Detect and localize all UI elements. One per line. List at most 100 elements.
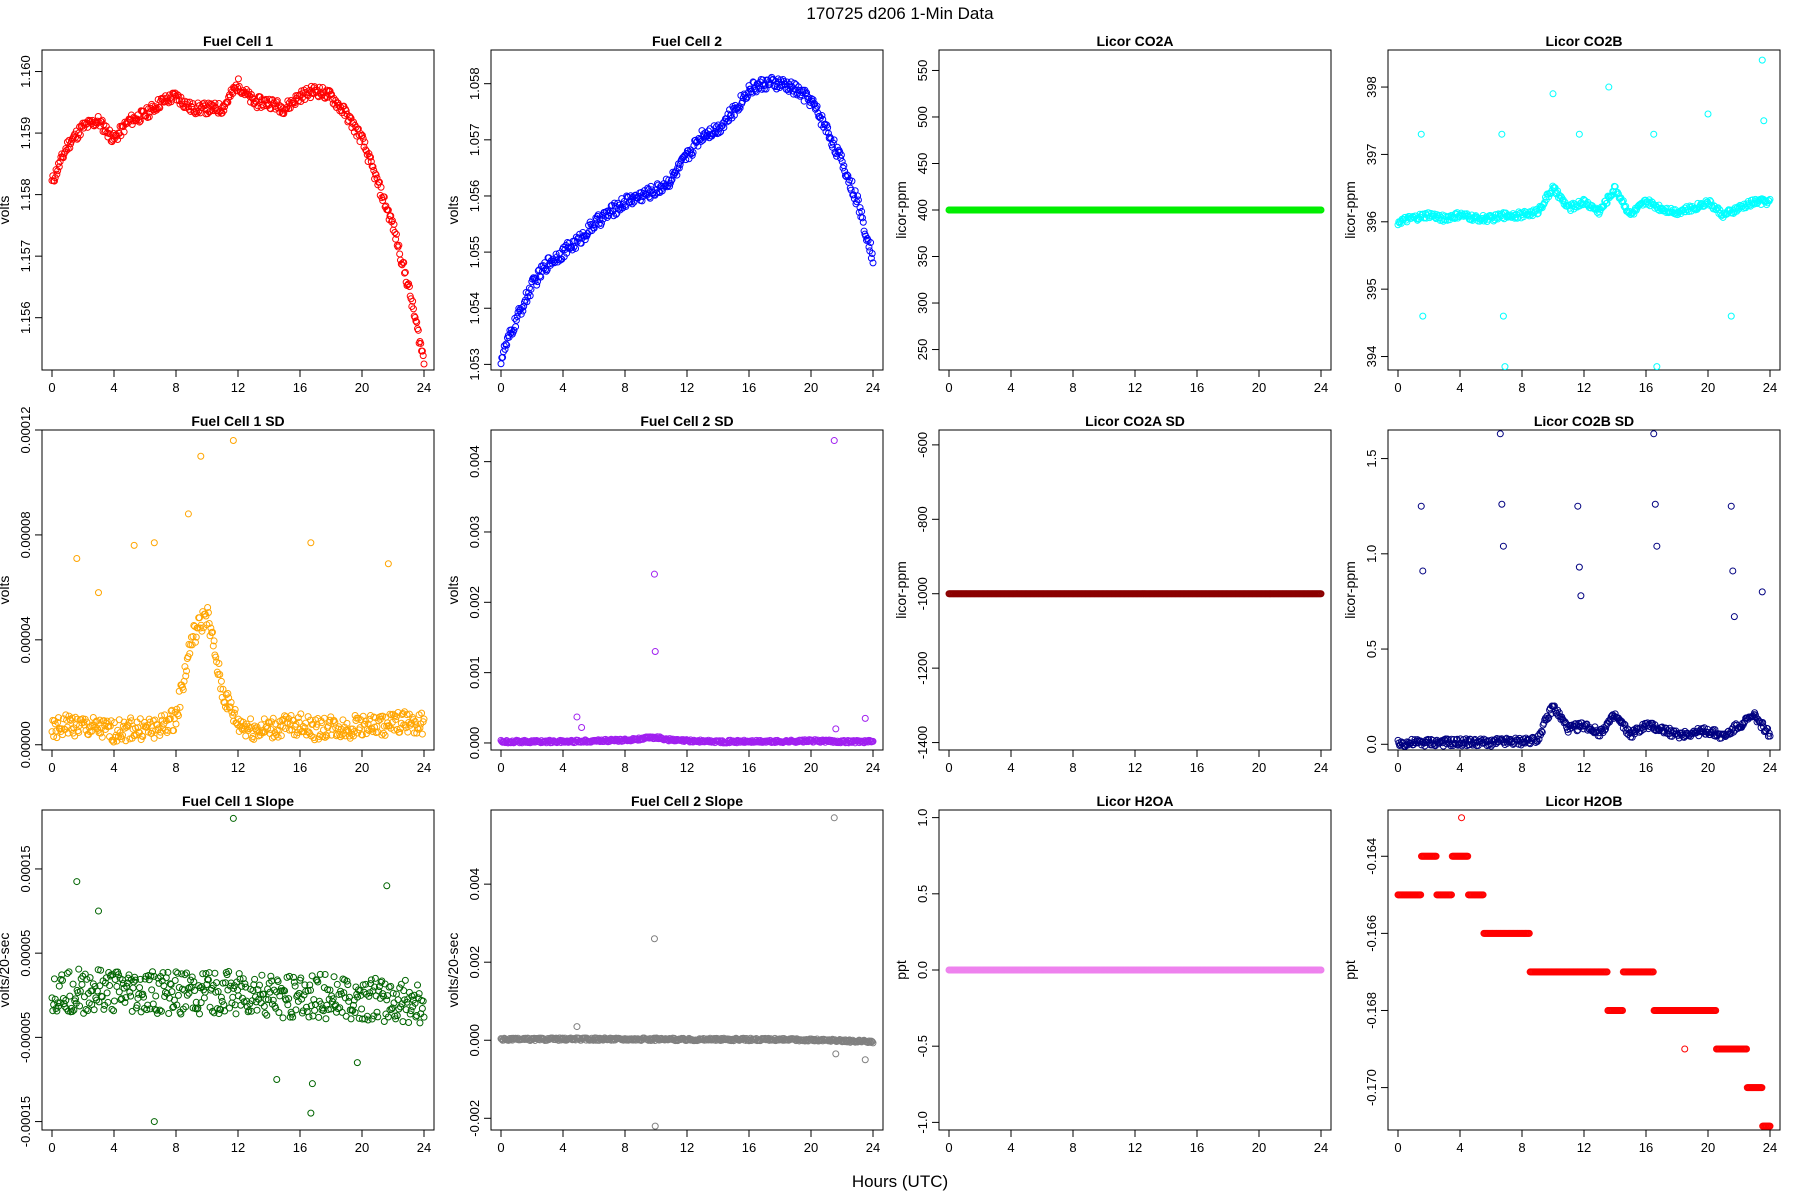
data-point: [667, 177, 675, 185]
y-tick-label: 300: [915, 292, 930, 314]
data-point: [140, 993, 148, 1001]
data-point: [542, 267, 550, 275]
data-point: [124, 722, 132, 730]
data-point: [858, 207, 866, 215]
data-point: [525, 284, 533, 292]
data-point: [418, 1005, 426, 1013]
data-point: [358, 131, 366, 139]
y-axis-label: volts: [0, 576, 12, 605]
data-point: [1765, 729, 1773, 737]
panel-licor-co2b-sd: Licor CO2B SD0 4 8 12 16 20 240.00.51.01.5lico…: [1342, 413, 1781, 775]
data-points: [1394, 56, 1774, 370]
data-point: [636, 736, 644, 744]
data-point: [199, 970, 207, 978]
data-point: [379, 196, 387, 204]
data-point: [420, 715, 428, 723]
x-tick-label: 20: [804, 380, 818, 395]
data-point: [323, 732, 331, 740]
data-point: [393, 1012, 401, 1020]
x-tick-label: 16: [293, 760, 307, 775]
x-tick-label: 20: [804, 760, 818, 775]
data-point: [342, 107, 350, 115]
data-point: [329, 995, 337, 1003]
data-point: [230, 982, 238, 990]
data-point: [413, 1012, 421, 1020]
x-tick-label: 4: [110, 760, 117, 775]
plot-frame: [490, 49, 884, 371]
data-point: [715, 129, 723, 137]
data-point: [156, 104, 164, 112]
x-tick-label: 0: [48, 1140, 55, 1155]
data-points: [497, 73, 877, 368]
y-tick-label: 398: [1364, 76, 1379, 98]
data-point: [410, 312, 418, 320]
data-point: [379, 729, 387, 737]
data-point: [87, 722, 95, 730]
data-point: [419, 997, 427, 1005]
y-tick-label: 0.000: [467, 727, 482, 760]
data-point: [153, 1006, 161, 1014]
data-point: [224, 98, 232, 106]
data-point: [412, 317, 420, 325]
x-tick-label: 12: [1128, 380, 1142, 395]
data-point: [66, 144, 74, 152]
data-point: [247, 91, 255, 99]
panel-title: Fuel Cell 1 Slope: [182, 793, 294, 809]
data-point: [274, 977, 282, 985]
data-point: [159, 969, 167, 977]
data-point: [97, 966, 105, 974]
outlier-point: [307, 539, 315, 547]
data-point: [409, 305, 417, 313]
data-point: [119, 731, 127, 739]
outlier-point: [1496, 430, 1504, 438]
x-tick-label: 16: [742, 1140, 756, 1155]
x-tick-label: 16: [1639, 760, 1653, 775]
data-point: [244, 1008, 252, 1016]
data-point: [121, 998, 129, 1006]
data-point: [155, 724, 163, 732]
data-point: [258, 971, 266, 979]
data-point: [170, 727, 178, 735]
data-point: [829, 139, 837, 147]
data-point: [308, 972, 316, 980]
data-point: [1622, 202, 1630, 210]
data-points: [48, 814, 428, 1126]
y-tick-label: 0.003: [467, 516, 482, 549]
data-point: [189, 100, 197, 108]
y-tick-label: 0.001: [467, 656, 482, 689]
data-point: [167, 981, 175, 989]
x-tick-label: 12: [231, 380, 245, 395]
panel-fuel-cell-2: Fuel Cell 20 4 8 12 16 20 241.0531.0541.0551.0…: [445, 33, 884, 395]
outlier-point: [830, 437, 838, 445]
data-point: [306, 981, 314, 989]
panel-fuel-cell-1: Fuel Cell 10 4 8 12 16 20 241.1561.1571.1581.1…: [0, 33, 435, 395]
data-point: [414, 981, 422, 989]
y-tick-label: 350: [915, 246, 930, 268]
data-point: [165, 1009, 173, 1017]
y-tick-label: 394: [1364, 346, 1379, 368]
data-point: [183, 991, 191, 999]
x-tick-label: 12: [680, 1140, 694, 1155]
y-tick-label: -0.00015: [18, 1096, 33, 1147]
data-point: [63, 969, 71, 977]
data-point: [54, 1002, 62, 1010]
data-point: [390, 220, 398, 228]
data-point: [321, 971, 329, 979]
data-point: [723, 118, 731, 126]
data-point: [868, 249, 876, 257]
x-tick-label: 20: [1252, 760, 1266, 775]
outlier-point: [578, 723, 586, 731]
data-point: [127, 714, 135, 722]
data-point: [311, 1006, 319, 1014]
data-point: [173, 1001, 181, 1009]
data-point: [82, 1006, 90, 1014]
data-point: [416, 724, 424, 732]
y-axis-label: volts: [445, 576, 461, 605]
data-point: [401, 976, 409, 984]
data-point: [227, 698, 235, 706]
data-point: [1598, 204, 1606, 212]
y-tick-label: 1.157: [18, 240, 33, 273]
data-point: [344, 981, 352, 989]
